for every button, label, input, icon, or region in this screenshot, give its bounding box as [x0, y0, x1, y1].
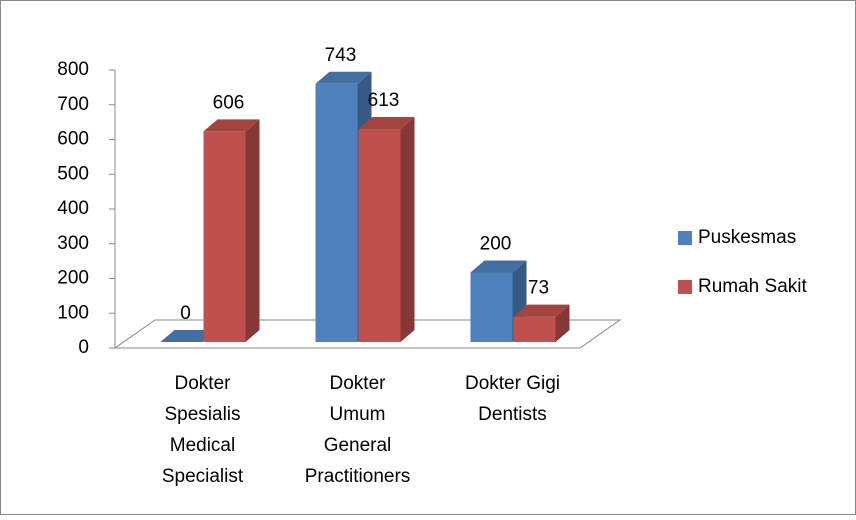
floor	[113, 319, 622, 349]
x-tick-label: Dokter Spesialis Medical Specialist	[162, 373, 244, 487]
legend-label: Puskesmas	[698, 227, 796, 248]
bar-top	[160, 330, 217, 342]
bar-front	[358, 128, 401, 342]
y-tick-label: 200	[57, 268, 89, 289]
y-tick-label: 300	[57, 233, 89, 254]
bar	[160, 330, 217, 342]
x-tick-label: Dokter Gigi Dentists	[465, 373, 560, 425]
value-label: 613	[368, 90, 400, 111]
bar-side	[245, 119, 260, 342]
y-tick-label: 800	[57, 59, 89, 80]
bar-top	[358, 116, 415, 129]
value-label: 606	[213, 92, 245, 113]
y-tick-label: 600	[57, 129, 89, 150]
bar-top	[513, 304, 570, 317]
bar-front	[513, 316, 556, 342]
legend-label: Rumah Sakit	[698, 276, 807, 297]
bar-top	[203, 119, 260, 132]
bar	[358, 116, 415, 342]
y-tick-label: 700	[57, 94, 89, 115]
bar-front	[315, 83, 358, 343]
value-label: 200	[480, 234, 512, 255]
bar-side	[400, 116, 415, 342]
bar-top	[470, 260, 527, 273]
value-label: 743	[325, 45, 357, 66]
bar-front	[203, 131, 246, 342]
y-tick-label: 0	[78, 337, 89, 358]
bar	[203, 119, 260, 342]
bar-front	[470, 272, 513, 342]
bar-top	[315, 71, 372, 84]
y-tick-label: 500	[57, 163, 89, 184]
bar	[513, 304, 570, 342]
bar-side	[555, 304, 570, 342]
legend-swatch	[678, 280, 692, 294]
x-tick-label: Dokter Umum General Practitioners	[305, 373, 411, 487]
y-tick-label: 400	[57, 198, 89, 219]
bar	[470, 260, 527, 342]
value-label: 0	[180, 303, 191, 324]
legend-swatch	[678, 231, 692, 245]
y-tick-label: 100	[57, 302, 89, 323]
value-label: 73	[528, 278, 549, 299]
